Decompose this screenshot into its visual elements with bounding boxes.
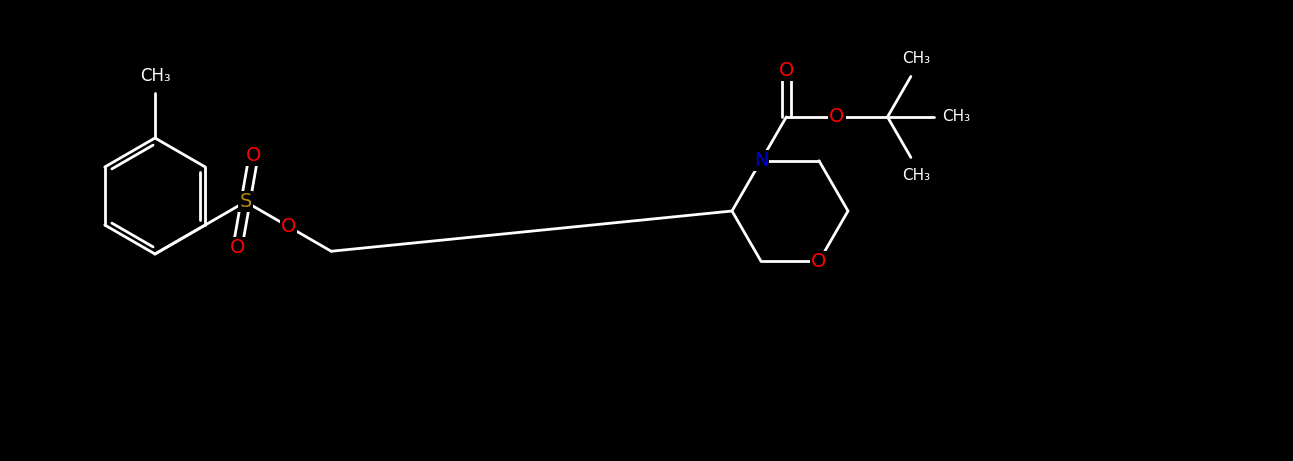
Text: O: O bbox=[281, 217, 296, 236]
Text: CH₃: CH₃ bbox=[140, 67, 171, 85]
Text: S: S bbox=[239, 192, 252, 211]
Text: CH₃: CH₃ bbox=[901, 168, 930, 183]
Text: O: O bbox=[811, 252, 826, 271]
Text: N: N bbox=[754, 151, 768, 170]
Text: CH₃: CH₃ bbox=[943, 109, 970, 124]
Text: O: O bbox=[246, 146, 261, 165]
Text: O: O bbox=[230, 238, 246, 257]
Text: O: O bbox=[778, 61, 794, 80]
Text: O: O bbox=[829, 107, 844, 126]
Text: CH₃: CH₃ bbox=[901, 51, 930, 66]
